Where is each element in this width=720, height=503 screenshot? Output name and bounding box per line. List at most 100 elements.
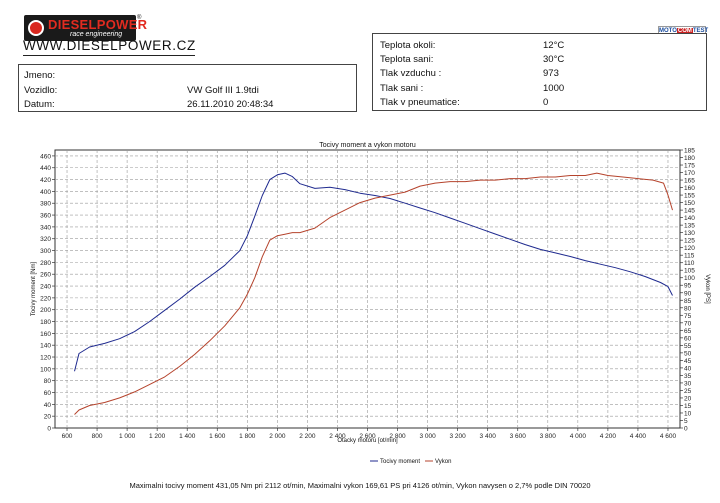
tick-label-right: 75 [684, 313, 692, 320]
vozidlo-label: Vozidlo: [24, 85, 58, 96]
tick-label-right: 165 [684, 178, 695, 185]
tick-label-left: 20 [44, 414, 52, 421]
tick-label-right: 110 [684, 260, 695, 267]
tick-label-x: 3 200 [450, 433, 467, 440]
badge-part-moto: MOTO [659, 28, 677, 34]
tick-label-x: 4 200 [600, 433, 617, 440]
tick-label-right: 10 [684, 410, 692, 417]
conditions-box: Teplota okoli: 12°C Teplota sani: 30°C T… [372, 33, 707, 111]
tick-label-x: 800 [92, 433, 103, 440]
tick-label-right: 35 [684, 373, 692, 380]
tick-label-x: 1 200 [149, 433, 166, 440]
tick-label-right: 130 [684, 230, 695, 237]
legend-label-power: Vykon [435, 459, 451, 465]
y-axis-label-left: Tocivy moment [Nm] [31, 261, 37, 316]
tick-label-right: 15 [684, 403, 692, 410]
tick-label-x: 600 [62, 433, 73, 440]
series-line-power [74, 172, 673, 415]
tick-label-left: 440 [40, 165, 51, 172]
tick-label-left: 260 [40, 272, 51, 279]
tick-label-right: 55 [684, 343, 692, 350]
tick-label-x: 2 800 [389, 433, 406, 440]
tick-label-left: 160 [40, 331, 51, 338]
logo-subtitle: race engineering [70, 31, 123, 38]
tlak-pneumatice-label: Tlak v pneumatice: [380, 97, 460, 108]
logo-name: DIESELPOWER [48, 17, 148, 32]
footer-summary: Maximalni tocivy moment 431,05 Nm pri 21… [129, 481, 591, 490]
legend-label-torque: Tocivy moment [380, 459, 420, 465]
tick-label-right: 120 [684, 245, 695, 252]
teplota-sani-value: 30°C [543, 54, 565, 65]
tick-label-left: 300 [40, 248, 51, 255]
tick-label-left: 140 [40, 343, 51, 350]
tick-label-x: 3 000 [419, 433, 436, 440]
tick-label-right: 140 [684, 215, 695, 222]
tick-label-right: 175 [684, 163, 695, 170]
tick-label-x: 2 200 [299, 433, 316, 440]
tlak-vzduchu-value: 973 [543, 68, 559, 79]
tick-label-left: 220 [40, 295, 51, 302]
tick-label-left: 360 [40, 213, 51, 220]
tick-label-x: 2 600 [359, 433, 376, 440]
tick-label-left: 180 [40, 319, 51, 326]
teplota-sani-label: Teplota sani: [380, 54, 434, 65]
tick-label-right: 60 [684, 335, 692, 342]
tick-label-left: 460 [40, 153, 51, 160]
datum-value: 26.11.2010 20:48:34 [187, 99, 274, 110]
tick-label-left: 0 [47, 426, 51, 433]
tick-label-right: 30 [684, 380, 692, 387]
tick-label-right: 80 [684, 305, 692, 312]
tick-label-right: 40 [684, 365, 692, 372]
teplota-okoli-label: Teplota okoli: [380, 40, 436, 51]
tick-label-right: 85 [684, 298, 692, 305]
tick-label-x: 4 000 [570, 433, 587, 440]
tlak-sani-value: 1000 [543, 83, 565, 94]
tick-label-right: 180 [684, 155, 695, 162]
dyno-chart: 0204060801001201401601802002202402602803… [31, 142, 710, 465]
tick-label-x: 3 400 [480, 433, 497, 440]
jmeno-label: Jmeno: [24, 70, 56, 81]
tick-label-x: 1 600 [209, 433, 226, 440]
tick-label-right: 20 [684, 395, 692, 402]
tick-label-right: 150 [684, 200, 695, 207]
tlak-sani-label: Tlak sani : [380, 83, 424, 94]
website-underline [23, 55, 195, 56]
tick-label-left: 420 [40, 177, 51, 184]
tick-label-left: 280 [40, 260, 51, 267]
tick-label-right: 0 [684, 426, 688, 433]
tick-label-right: 90 [684, 290, 692, 297]
y-axis-label-right: Vykon [PS] [704, 274, 710, 304]
teplota-okoli-value: 12°C [543, 40, 565, 51]
tick-label-x: 2 000 [269, 433, 286, 440]
tick-label-left: 120 [40, 355, 51, 362]
tick-label-right: 50 [684, 350, 692, 357]
tick-label-x: 4 400 [630, 433, 647, 440]
tick-label-right: 145 [684, 208, 695, 215]
tick-label-x: 1 800 [239, 433, 256, 440]
logo-registered-mark: ® [137, 15, 142, 21]
dyno-chart-container: 0 20 40 60 80 100 120 140 160 180 200 220 240 260 280 3… [0, 138, 720, 470]
chart-title: Tocivy moment a vykon motoru [319, 142, 416, 149]
tick-label-x: 3 600 [510, 433, 527, 440]
logo-mark-icon [28, 20, 44, 36]
series-line-torque [74, 172, 673, 372]
tick-label-left: 400 [40, 189, 51, 196]
tick-label-left: 200 [40, 307, 51, 314]
tick-label-left: 380 [40, 201, 51, 208]
tick-label-left: 100 [40, 366, 51, 373]
tick-label-left: 240 [40, 284, 51, 291]
tick-label-right: 115 [684, 253, 695, 260]
tick-label-left: 340 [40, 224, 51, 231]
tick-label-right: 105 [684, 268, 695, 275]
tick-label-x: 2 400 [329, 433, 346, 440]
tick-label-right: 135 [684, 223, 695, 230]
tick-label-right: 5 [684, 418, 688, 425]
dieselpower-logo: DIESELPOWER race engineering [24, 15, 147, 41]
vehicle-info-box: Jmeno: Vozidlo: VW Golf III 1.9tdi Datum… [18, 64, 357, 112]
tick-label-right: 70 [684, 320, 692, 327]
tick-label-left: 80 [44, 378, 52, 385]
badge-part-test: TEST [692, 28, 709, 34]
tick-label-x: 3 800 [540, 433, 557, 440]
tick-label-right: 100 [684, 275, 695, 282]
tick-label-right: 185 [684, 148, 695, 155]
